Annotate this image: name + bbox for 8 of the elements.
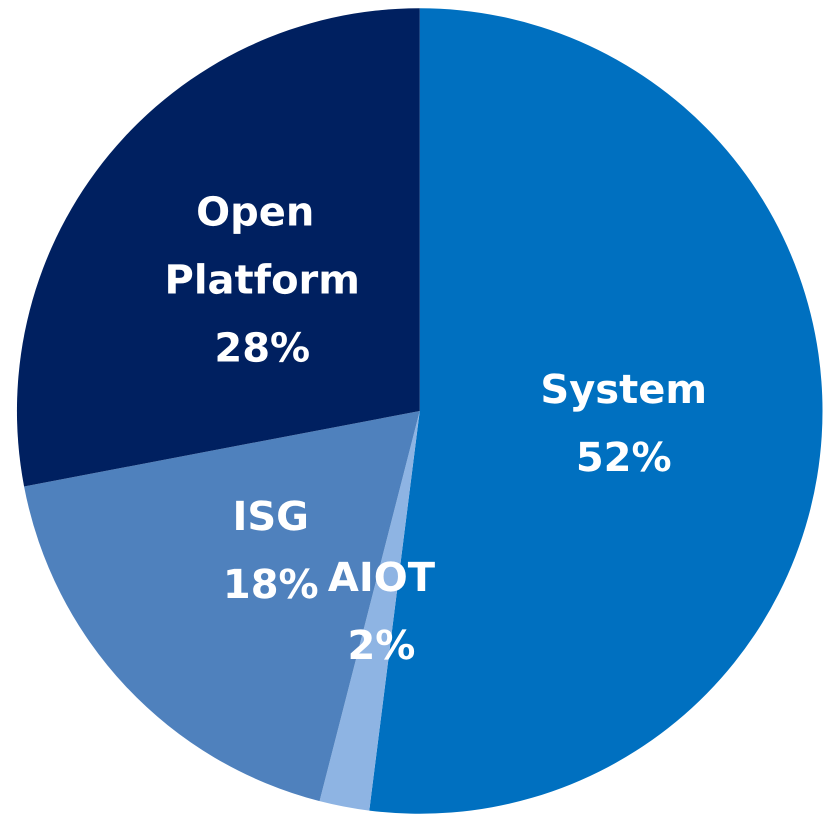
slice-label: AIOT bbox=[328, 554, 436, 601]
data-label: 2% bbox=[347, 622, 416, 669]
data-label: 28% bbox=[214, 326, 310, 372]
slice-label: System bbox=[540, 366, 708, 413]
data-label: 18% bbox=[222, 562, 319, 608]
data-label: 52% bbox=[576, 434, 672, 481]
slice-label: ISG bbox=[232, 494, 309, 540]
slice-label: Open Platform bbox=[164, 190, 360, 304]
